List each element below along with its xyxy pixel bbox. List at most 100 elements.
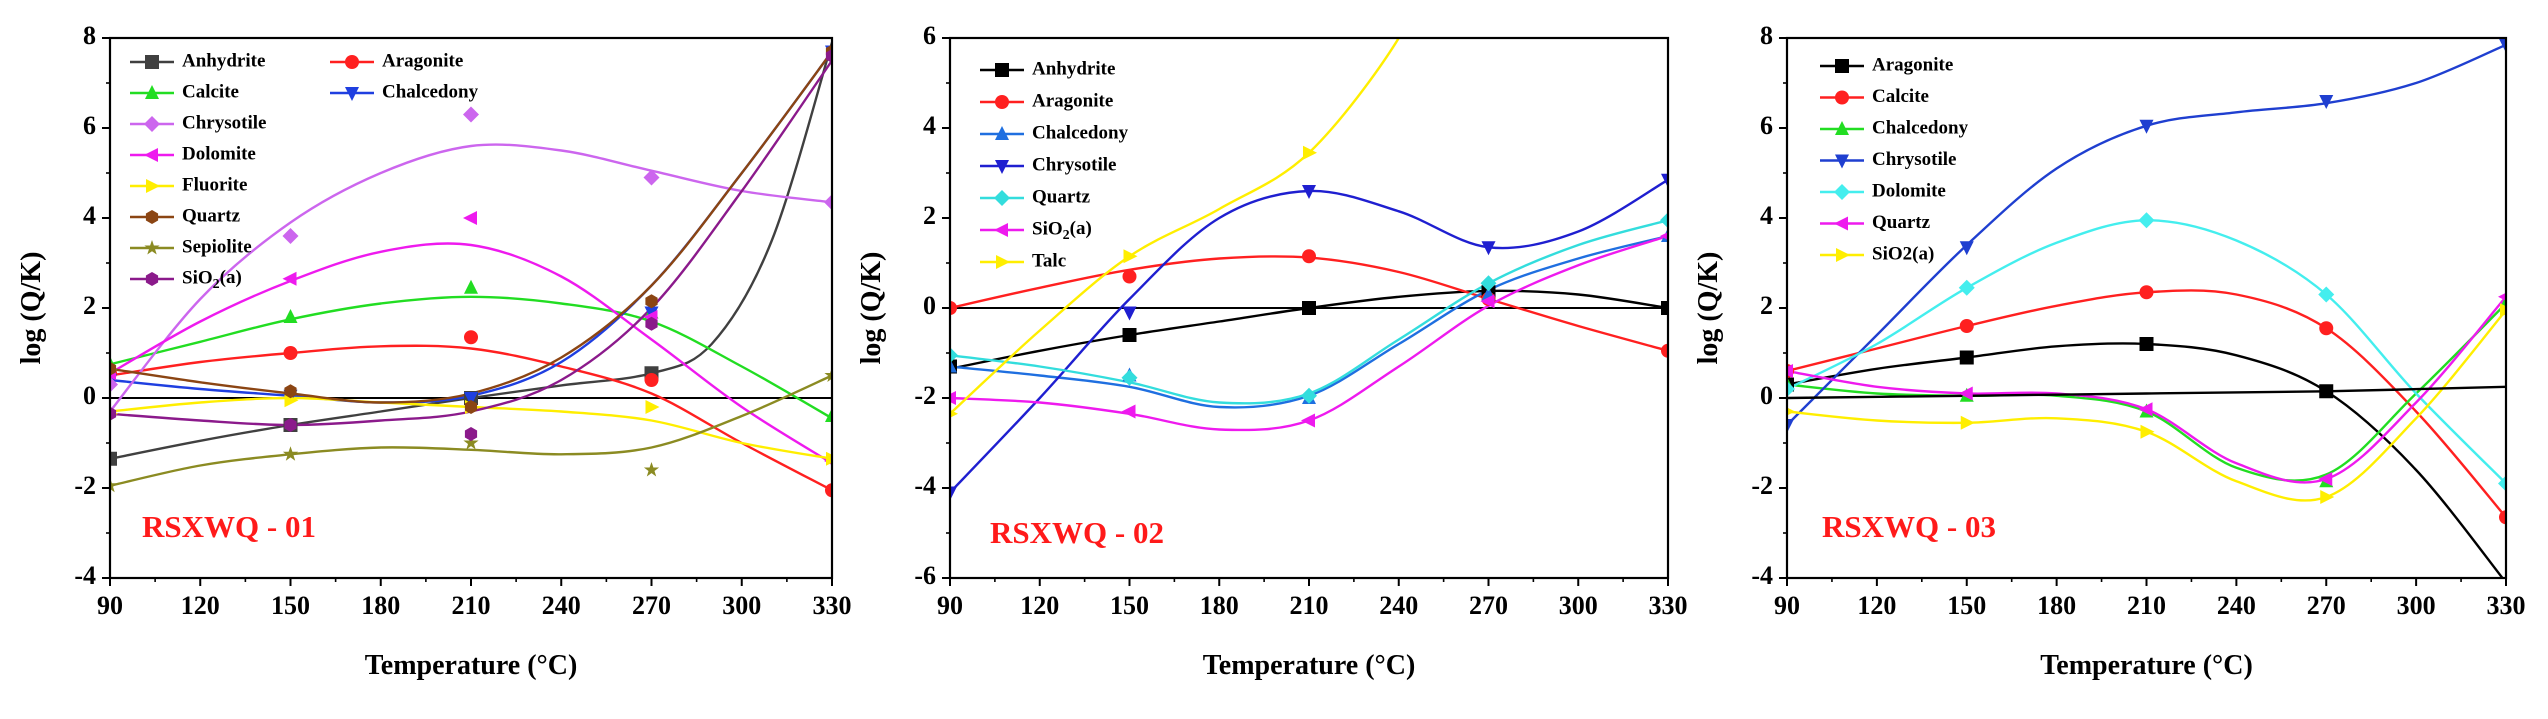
data-point [2138, 212, 2155, 229]
data-point [1959, 319, 1974, 333]
series-line-sepiolite [110, 374, 832, 487]
data-point [464, 427, 478, 441]
legend-label: Chalcedony [1872, 117, 1969, 138]
legend-item: Chrysotile [130, 112, 266, 133]
data-point [1303, 145, 1317, 160]
y-tick-label: -4 [74, 561, 96, 590]
legend-marker [995, 63, 1009, 77]
legend-item: Anhydrite [130, 50, 265, 71]
data-point [1787, 381, 1795, 397]
data-point [1958, 279, 1975, 296]
data-point [1661, 343, 1668, 358]
series-line-aragonite [1787, 342, 2504, 578]
legend-item: Aragonite [330, 50, 463, 71]
x-tick-label: 300 [2397, 591, 2436, 620]
legend-label: SiO2(a) [182, 267, 242, 292]
data-point [1787, 419, 1794, 433]
data-point [2500, 303, 2506, 318]
y-axis-label: log (Q/K) [1693, 252, 1724, 365]
data-point [283, 346, 298, 360]
legend-marker [994, 190, 1010, 206]
sample-label: RSXWQ - 02 [990, 515, 1164, 550]
data-point [950, 391, 956, 405]
x-tick-label: 120 [181, 591, 220, 620]
data-point [110, 361, 117, 376]
series-line-talc [950, 38, 1401, 415]
x-tick-label: 90 [97, 591, 123, 620]
data-point [463, 211, 477, 225]
data-point [1959, 241, 1974, 256]
data-point [2139, 337, 2154, 351]
data-point [284, 418, 297, 432]
data-point [826, 451, 832, 466]
y-tick-label: 8 [83, 21, 96, 50]
legend-label: Sepiolite [182, 236, 252, 257]
legend-label: Quartz [1032, 186, 1091, 207]
legend-label: Chalcedony [1032, 122, 1129, 143]
y-tick-label: 4 [83, 201, 96, 230]
legend-item: Dolomite [130, 143, 256, 164]
data-point [825, 408, 832, 422]
y-tick-label: -2 [1751, 471, 1773, 500]
data-point [110, 477, 118, 493]
y-tick-label: -4 [914, 471, 936, 500]
legend-item: Chalcedony [980, 122, 1129, 143]
data-point [1958, 386, 1973, 401]
data-point [950, 301, 957, 315]
x-tick-label: 270 [1469, 591, 1508, 620]
legend-item: Quartz [1820, 212, 1931, 233]
legend-marker [144, 116, 160, 132]
x-tick-label: 180 [361, 591, 400, 620]
legend-item: Fluorite [130, 174, 247, 195]
sample-label: RSXWQ - 03 [1822, 509, 1996, 544]
x-tick-label: 300 [1559, 591, 1598, 620]
data-point [1661, 301, 1668, 315]
data-point [645, 400, 660, 414]
y-tick-label: 6 [923, 21, 936, 50]
data-point [2138, 402, 2153, 417]
x-tick-label: 330 [813, 591, 852, 620]
legend-label: Quartz [1872, 212, 1931, 233]
x-tick-label: 270 [2307, 591, 2346, 620]
legend-label: SiO2(a) [1872, 243, 1934, 264]
y-tick-label: -2 [914, 381, 936, 410]
data-point [2139, 285, 2154, 300]
data-point [2319, 321, 2334, 336]
data-point [1301, 387, 1317, 404]
legend-marker [995, 95, 1009, 109]
data-point [643, 462, 660, 477]
data-point [110, 451, 117, 466]
legend-label: Dolomite [1872, 180, 1946, 201]
x-tick-label: 180 [2037, 591, 2076, 620]
x-tick-label: 210 [452, 591, 491, 620]
legend-marker [1834, 184, 1850, 200]
chart-panel-3: 90 120 150 180 210 240 270 300 330 -4 -2 0 2 4 6 8 Tempe… [1693, 21, 2526, 681]
data-point [645, 316, 658, 331]
legend-marker [1836, 248, 1850, 262]
data-point [2319, 95, 2334, 109]
legend-marker [144, 240, 160, 255]
x-axis-label: Temperature (°C) [1203, 650, 1416, 681]
legend-label: Chrysotile [1032, 154, 1116, 175]
legend-label: Anhydrite [1032, 58, 1115, 79]
series-line-anhydrite [110, 42, 832, 460]
legend-label: Calcite [182, 81, 239, 102]
legend-item: Anhydrite [980, 58, 1115, 79]
y-tick-label: 0 [83, 381, 96, 410]
legend-item: Aragonite [1820, 54, 1953, 75]
legend-marker [145, 55, 159, 69]
legend-marker [1835, 90, 1849, 105]
legend-label: Anhydrite [182, 50, 265, 71]
x-tick-label: 90 [1774, 591, 1800, 620]
y-tick-label: -6 [914, 561, 936, 590]
data-point [1480, 294, 1495, 309]
data-point [825, 49, 832, 63]
legend-item: Chrysotile [980, 154, 1116, 175]
series-line-sio2a [110, 59, 832, 427]
x-tick-label: 120 [1020, 591, 1059, 620]
data-point [2499, 510, 2506, 525]
legend-marker [145, 272, 159, 286]
legend-label: Aragonite [1872, 54, 1953, 75]
x-tick-label: 150 [271, 591, 310, 620]
